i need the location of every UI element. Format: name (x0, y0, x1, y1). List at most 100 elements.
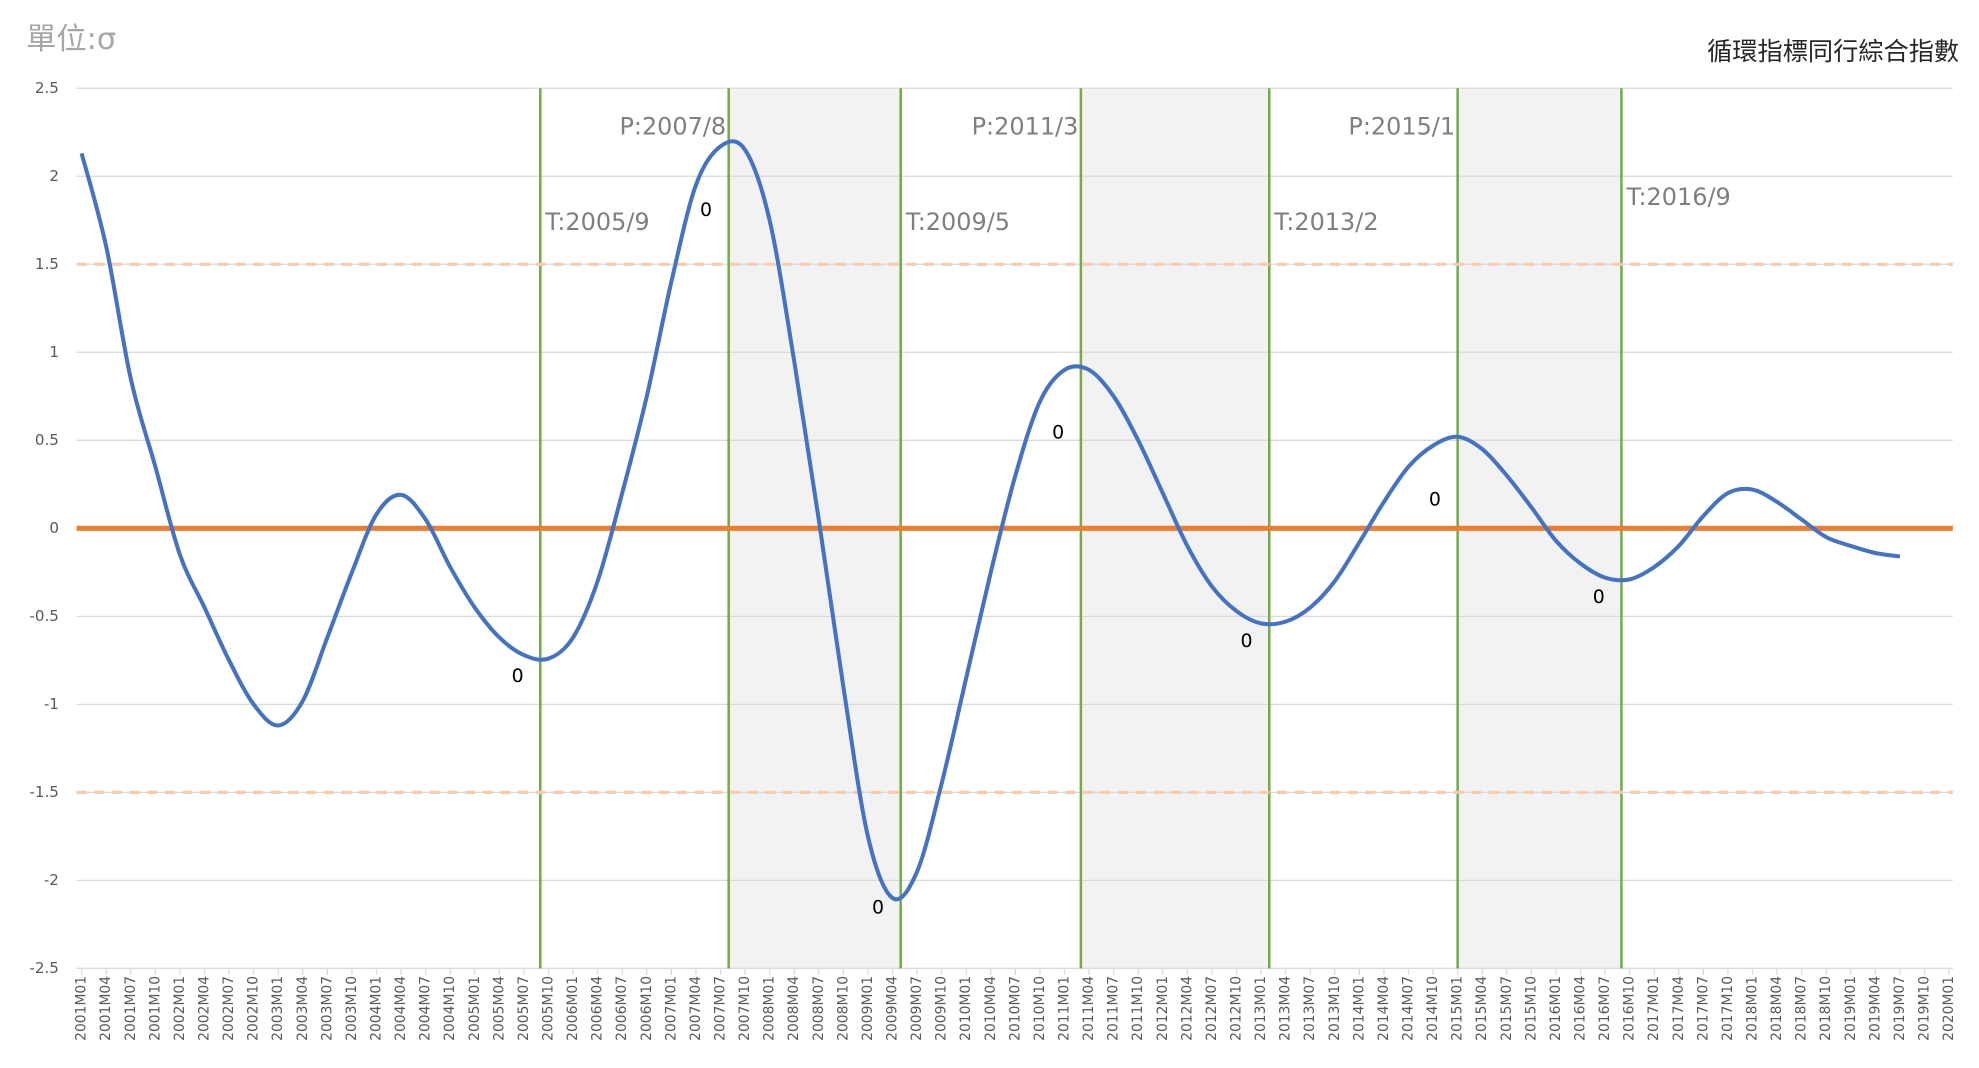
x-tick-label: 2018M04 (1769, 976, 1785, 1041)
x-tick-label: 2002M01 (172, 976, 188, 1041)
marker-text: 0 (1052, 421, 1064, 443)
x-tick-label: 2004M07 (418, 976, 434, 1041)
x-tick-label: 2010M01 (958, 976, 974, 1041)
y-tick-label: -1.5 (29, 783, 59, 801)
marker-text: 0 (1429, 488, 1441, 510)
marker-text: 0 (1593, 586, 1605, 608)
y-tick-label: 2 (49, 167, 59, 185)
x-tick-label: 2012M07 (1204, 976, 1220, 1041)
x-tick-label: 2016M01 (1548, 976, 1564, 1041)
turning-label: P:2011/3 (972, 112, 1079, 140)
x-tick-label: 2013M01 (1253, 976, 1269, 1041)
x-tick-label: 2002M04 (196, 976, 212, 1041)
x-tick-label: 2008M10 (835, 976, 851, 1041)
x-tick-label: 2020M01 (1941, 976, 1957, 1041)
x-tick-label: 2011M04 (1081, 976, 1097, 1041)
y-tick-label: 1.5 (35, 255, 59, 273)
x-tick-label: 2014M04 (1376, 976, 1392, 1041)
plot (76, 139, 1953, 902)
x-tick-label: 2003M10 (344, 976, 360, 1041)
x-tick-label: 2016M04 (1572, 976, 1588, 1041)
turning-label: T:2016/9 (1625, 183, 1730, 211)
turning-label: T:2009/5 (905, 208, 1010, 236)
x-tick-label: 2018M01 (1744, 976, 1760, 1041)
x-tick-label: 2014M07 (1400, 976, 1416, 1041)
turning-label: P:2007/8 (619, 112, 726, 140)
x-tick-label: 2005M07 (516, 976, 532, 1041)
x-tick-label: 2019M04 (1867, 976, 1883, 1041)
series-line (79, 139, 1901, 902)
turning-label: P:2015/1 (1348, 112, 1455, 140)
x-tick-label: 2015M01 (1450, 976, 1466, 1041)
x-tick-label: 2007M01 (663, 976, 679, 1041)
chart-title: 循環指標同行綜合指數 (1707, 37, 1959, 66)
x-tick-label: 2007M07 (712, 976, 728, 1041)
x-tick-label: 2002M10 (246, 976, 262, 1041)
marker-text: 0 (1241, 630, 1253, 652)
y-tick-label: -1 (44, 695, 59, 713)
x-tick-label: 2019M10 (1916, 976, 1932, 1041)
x-tick-label: 2014M01 (1351, 976, 1367, 1041)
x-tick-label: 2016M07 (1597, 976, 1613, 1041)
x-tick-label: 2013M04 (1278, 976, 1294, 1041)
x-tick-label: 2001M10 (147, 976, 163, 1041)
x-tick-label: 2007M10 (737, 976, 753, 1041)
turning-label: T:2013/2 (1273, 208, 1378, 236)
grid (76, 87, 1953, 975)
y-tick-label: 1 (49, 343, 59, 361)
x-tick-label: 2006M01 (565, 976, 581, 1041)
x-tick-label: 2017M01 (1646, 976, 1662, 1041)
x-tick-label: 2017M04 (1671, 976, 1687, 1041)
x-tick-label: 2008M04 (786, 976, 802, 1041)
x-tick-label: 2011M10 (1130, 976, 1146, 1041)
x-tick-label: 2015M10 (1523, 976, 1539, 1041)
x-tick-label: 2006M04 (590, 976, 606, 1041)
x-tick-label: 2010M10 (1032, 976, 1048, 1041)
x-tick-label: 2005M04 (491, 976, 507, 1041)
x-tick-label: 2005M01 (467, 976, 483, 1041)
y-tick-label: -2 (44, 871, 59, 889)
x-tick-label: 2015M07 (1499, 976, 1515, 1041)
y-tick-label: 0 (49, 519, 59, 537)
x-tick-label: 2003M01 (270, 976, 286, 1041)
x-tick-label: 2013M07 (1302, 976, 1318, 1041)
x-tick-label: 2018M07 (1794, 976, 1810, 1041)
x-tick-label: 2010M04 (983, 976, 999, 1041)
x-tick-label: 2017M07 (1695, 976, 1711, 1041)
x-tick-label: 2019M01 (1843, 976, 1859, 1041)
x-tick-label: 2017M10 (1720, 976, 1736, 1041)
x-tick-label: 2001M04 (98, 976, 114, 1041)
x-tick-label: 2001M01 (74, 976, 90, 1041)
x-tick-label: 2012M10 (1228, 976, 1244, 1041)
x-tick-label: 2006M10 (639, 976, 655, 1041)
x-tick-label: 2004M04 (393, 976, 409, 1041)
x-tick-label: 2003M04 (295, 976, 311, 1041)
y-tick-label: 2.5 (35, 79, 59, 97)
x-tick-label: 2001M07 (123, 976, 139, 1041)
x-tick-label: 2006M07 (614, 976, 630, 1041)
x-tick-label: 2002M07 (221, 976, 237, 1041)
x-tick-label: 2018M10 (1818, 976, 1834, 1041)
marker-text: 0 (700, 199, 712, 221)
y-tick-label: -2.5 (29, 959, 59, 977)
x-tick-label: 2012M01 (1155, 976, 1171, 1041)
y-tick-label: -0.5 (29, 607, 59, 625)
x-tick-label: 2003M07 (319, 976, 335, 1041)
x-tick-label: 2004M10 (442, 976, 458, 1041)
x-tick-label: 2016M10 (1622, 976, 1638, 1041)
marker-text: 0 (512, 665, 524, 687)
x-tick-label: 2009M04 (884, 976, 900, 1041)
x-tick-label: 2005M10 (540, 976, 556, 1041)
turning-label: T:2005/9 (544, 208, 649, 236)
x-tick-label: 2014M10 (1425, 976, 1441, 1041)
x-tick-label: 2019M07 (1892, 976, 1908, 1041)
x-tick-label: 2008M01 (762, 976, 778, 1041)
x-tick-label: 2010M07 (1007, 976, 1023, 1041)
x-tick-label: 2009M07 (909, 976, 925, 1041)
x-tick-label: 2007M04 (688, 976, 704, 1041)
x-tick-label: 2009M10 (934, 976, 950, 1041)
x-tick-label: 2012M04 (1179, 976, 1195, 1041)
x-tick-label: 2008M07 (811, 976, 827, 1041)
y-tick-label: 0.5 (35, 431, 59, 449)
